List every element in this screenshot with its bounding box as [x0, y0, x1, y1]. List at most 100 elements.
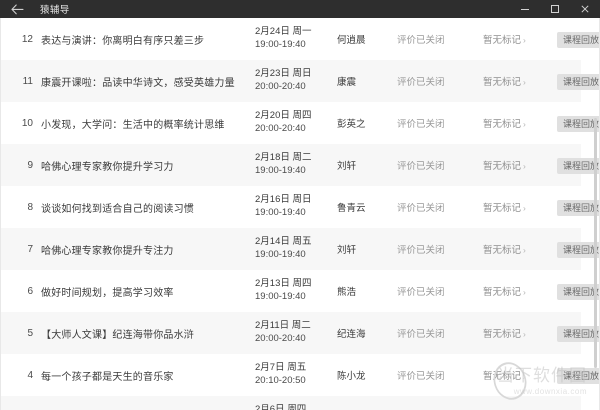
row-mark-link[interactable]: 暂无标记 ›	[483, 242, 557, 256]
row-course-title: 表达与演讲：你离明白有序只差三步	[41, 35, 205, 47]
row-schedule: 2月18日 周二 19:00-19:40	[255, 152, 337, 178]
content-area: 12 表达与演讲：你离明白有序只差三步 2月24日 周一 19:00-19:40 何逍晨…	[0, 18, 600, 410]
chevron-right-icon: ›	[523, 371, 526, 381]
row-index: 7	[27, 243, 33, 255]
row-action-cell: 课程回放	[557, 240, 599, 259]
row-teacher: 刘轩	[337, 245, 357, 256]
row-action-cell: 课程回放	[557, 114, 599, 133]
row-course-title: 【大师人文课】纪连海带你品水浒	[41, 329, 194, 341]
minimize-button[interactable]	[510, 0, 540, 18]
close-button[interactable]	[570, 0, 600, 18]
table-row[interactable]: 8 谈谈如何找到适合自己的阅读习惯 2月16日 周日 19:00-19:40 鲁青云 评价…	[1, 186, 599, 228]
chevron-right-icon: ›	[523, 161, 526, 171]
row-mark-link[interactable]: 暂无标记 ›	[483, 32, 557, 46]
row-evaluation-status: 评价已关闭	[397, 287, 445, 298]
row-mark-link[interactable]: 暂无标记 ›	[483, 284, 557, 298]
row-index: 5	[27, 327, 33, 339]
row-action-cell: 课程回放	[557, 324, 599, 343]
row-mark-link[interactable]: 暂无标记 ›	[483, 326, 557, 340]
row-mark-link[interactable]: 暂无标记 ›	[483, 74, 557, 88]
chevron-right-icon: ›	[523, 245, 526, 255]
table-row[interactable]: 6 做好时间规划，提高学习效率 2月13日 周四 19:00-19:40 熊浩 评价已关闭…	[1, 270, 599, 312]
row-evaluation-status: 评价已关闭	[397, 203, 445, 214]
row-schedule: 2月23日 周日 20:00-20:40	[255, 68, 337, 94]
table-row[interactable]: 3面对疫情，我们该如何调节紧张情绪2月6日 周四20:10-20:50刘嘉评价已…	[1, 396, 599, 410]
row-date: 2月20日 周四	[255, 110, 312, 122]
row-time: 19:00-19:40	[255, 165, 306, 176]
row-action-cell: 课程回放	[557, 156, 599, 175]
course-replay-button[interactable]: 课程回放	[557, 199, 599, 217]
course-replay-button[interactable]: 课程回放	[557, 157, 599, 175]
row-mark-link[interactable]: 暂无标记 ›	[483, 200, 557, 214]
row-schedule: 2月14日 周五 19:00-19:40	[255, 236, 337, 262]
table-row[interactable]: 4 每一个孩子都是天生的音乐家 2月7日 周五 20:10-20:50 陈小龙 评价已关闭…	[1, 354, 599, 396]
row-evaluation-status: 评价已关闭	[397, 119, 445, 130]
row-course-title: 哈佛心理专家教你提升学习力	[41, 161, 174, 173]
course-replay-button[interactable]: 课程回放	[557, 241, 599, 259]
chevron-right-icon: ›	[523, 35, 526, 45]
course-replay-button[interactable]: 课程回放	[557, 367, 599, 385]
row-teacher: 彭英之	[337, 119, 366, 130]
row-schedule: 2月16日 周日 19:00-19:40	[255, 194, 337, 220]
row-teacher: 陈小龙	[337, 371, 366, 382]
row-schedule: 2月13日 周四 19:00-19:40	[255, 278, 337, 304]
table-row[interactable]: 9 哈佛心理专家教你提升学习力 2月18日 周二 19:00-19:40 刘轩 评价已关闭…	[1, 144, 599, 186]
maximize-button[interactable]	[540, 0, 570, 18]
row-action-cell: 课程回放	[557, 366, 599, 385]
row-mark-label: 暂无标记	[483, 77, 522, 88]
row-mark-label: 暂无标记	[483, 203, 522, 214]
row-date: 2月16日 周日	[255, 194, 312, 206]
table-row[interactable]: 5 【大师人文课】纪连海带你品水浒 2月11日 周二 20:00-20:40 纪连海 评价…	[1, 312, 599, 354]
row-time: 19:00-19:40	[255, 207, 306, 218]
chevron-right-icon: ›	[523, 329, 526, 339]
row-course-title: 每一个孩子都是天生的音乐家	[41, 371, 174, 383]
row-teacher: 刘轩	[337, 161, 357, 172]
chevron-right-icon: ›	[523, 203, 526, 213]
row-course-title: 小发现，大学问：生活中的概率统计思维	[41, 119, 225, 131]
close-icon	[581, 5, 589, 13]
row-course-title: 做好时间规划，提高学习效率	[41, 287, 174, 299]
chevron-right-icon: ›	[523, 287, 526, 297]
row-date: 2月14日 周五	[255, 236, 312, 248]
row-teacher: 何逍晨	[337, 35, 366, 46]
row-evaluation-status: 评价已关闭	[397, 329, 445, 340]
row-evaluation-status: 评价已关闭	[397, 77, 445, 88]
row-mark-link[interactable]: 暂无标记 ›	[483, 116, 557, 130]
back-button[interactable]	[0, 0, 34, 18]
table-row[interactable]: 11 康震开课啦：品读中华诗文，感受英雄力量 2月23日 周日 20:00-20:40…	[1, 60, 599, 102]
row-time: 20:00-20:40	[255, 81, 306, 92]
row-index: 9	[27, 159, 33, 171]
row-index: 10	[21, 117, 33, 129]
row-teacher: 康震	[337, 77, 357, 88]
row-time: 20:10-20:50	[255, 375, 306, 386]
vertical-scrollbar[interactable]	[593, 18, 599, 410]
row-date: 2月23日 周日	[255, 68, 312, 80]
row-mark-label: 暂无标记	[483, 329, 522, 340]
row-mark-link[interactable]: 暂无标记 ›	[483, 368, 557, 382]
row-course-title: 康震开课啦：品读中华诗文，感受英雄力量	[41, 77, 235, 89]
course-replay-button[interactable]: 课程回放	[557, 283, 599, 301]
row-action-cell: 课程回放	[557, 30, 599, 49]
row-index: 6	[27, 285, 33, 297]
row-date: 2月18日 周二	[255, 152, 312, 164]
row-time: 20:00-20:40	[255, 333, 306, 344]
table-row[interactable]: 7 哈佛心理专家教你提升专注力 2月14日 周五 19:00-19:40 刘轩 评价已关闭…	[1, 228, 599, 270]
scrollbar-thumb[interactable]	[594, 118, 597, 368]
row-index: 4	[27, 369, 33, 381]
table-row[interactable]: 12 表达与演讲：你离明白有序只差三步 2月24日 周一 19:00-19:40 何逍晨…	[1, 18, 599, 60]
row-teacher: 鲁青云	[337, 203, 366, 214]
row-teacher: 纪连海	[337, 329, 366, 340]
row-mark-label: 暂无标记	[483, 35, 522, 46]
row-mark-link[interactable]: 暂无标记 ›	[483, 158, 557, 172]
row-schedule: 2月20日 周四 20:00-20:40	[255, 110, 337, 136]
row-course-title: 哈佛心理专家教你提升专注力	[41, 245, 174, 257]
row-time: 19:00-19:40	[255, 291, 306, 302]
table-row[interactable]: 10 小发现，大学问：生活中的概率统计思维 2月20日 周四 20:00-20:40 彭…	[1, 102, 599, 144]
course-replay-button[interactable]: 课程回放	[557, 31, 599, 49]
course-replay-button[interactable]: 课程回放	[557, 325, 599, 343]
course-replay-button[interactable]: 课程回放	[557, 115, 599, 133]
row-date: 2月13日 周四	[255, 278, 312, 290]
course-replay-button[interactable]: 课程回放	[557, 73, 599, 91]
window-title: 猿辅导	[40, 5, 70, 16]
